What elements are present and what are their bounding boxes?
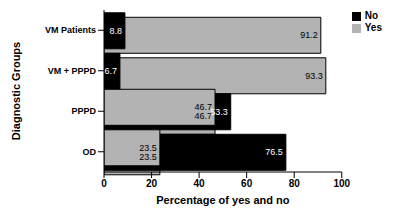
- html-text:No: No: [364, 10, 379, 21]
- svg-text:Diagnostic Groups: Diagnostic Groups: [10, 42, 22, 140]
- svg-text:PPPD: PPPD: [71, 106, 96, 116]
- svg-text:8.8: 8.8: [109, 26, 122, 36]
- svg-text:0: 0: [101, 178, 107, 189]
- svg-text:6.7: 6.7: [104, 66, 117, 76]
- svg-text:OD: OD: [83, 147, 97, 157]
- svg-text:76.5: 76.5: [265, 147, 283, 157]
- svg-text:53.3: 53.3: [210, 107, 228, 117]
- svg-text:VM Patients: VM Patients: [45, 25, 96, 35]
- svg-text:60: 60: [241, 178, 253, 189]
- svg-text:100: 100: [333, 178, 350, 189]
- svg-text:23.5: 23.5: [139, 143, 157, 153]
- svg-text:VM + PPPD: VM + PPPD: [48, 66, 97, 76]
- svg-text:46.7: 46.7: [194, 111, 212, 122]
- svg-text:40: 40: [194, 178, 206, 189]
- html-text:Yes: Yes: [364, 22, 382, 33]
- svg-text:93.3: 93.3: [305, 71, 323, 81]
- svg-text:Percentage of yes and no: Percentage of yes and no: [156, 194, 290, 206]
- svg-text:46.7: 46.7: [194, 102, 212, 112]
- svg-text:23.5: 23.5: [139, 152, 157, 162]
- svg-text:91.2: 91.2: [300, 30, 318, 40]
- svg-text:80: 80: [289, 178, 301, 189]
- svg-text:20: 20: [146, 178, 158, 189]
